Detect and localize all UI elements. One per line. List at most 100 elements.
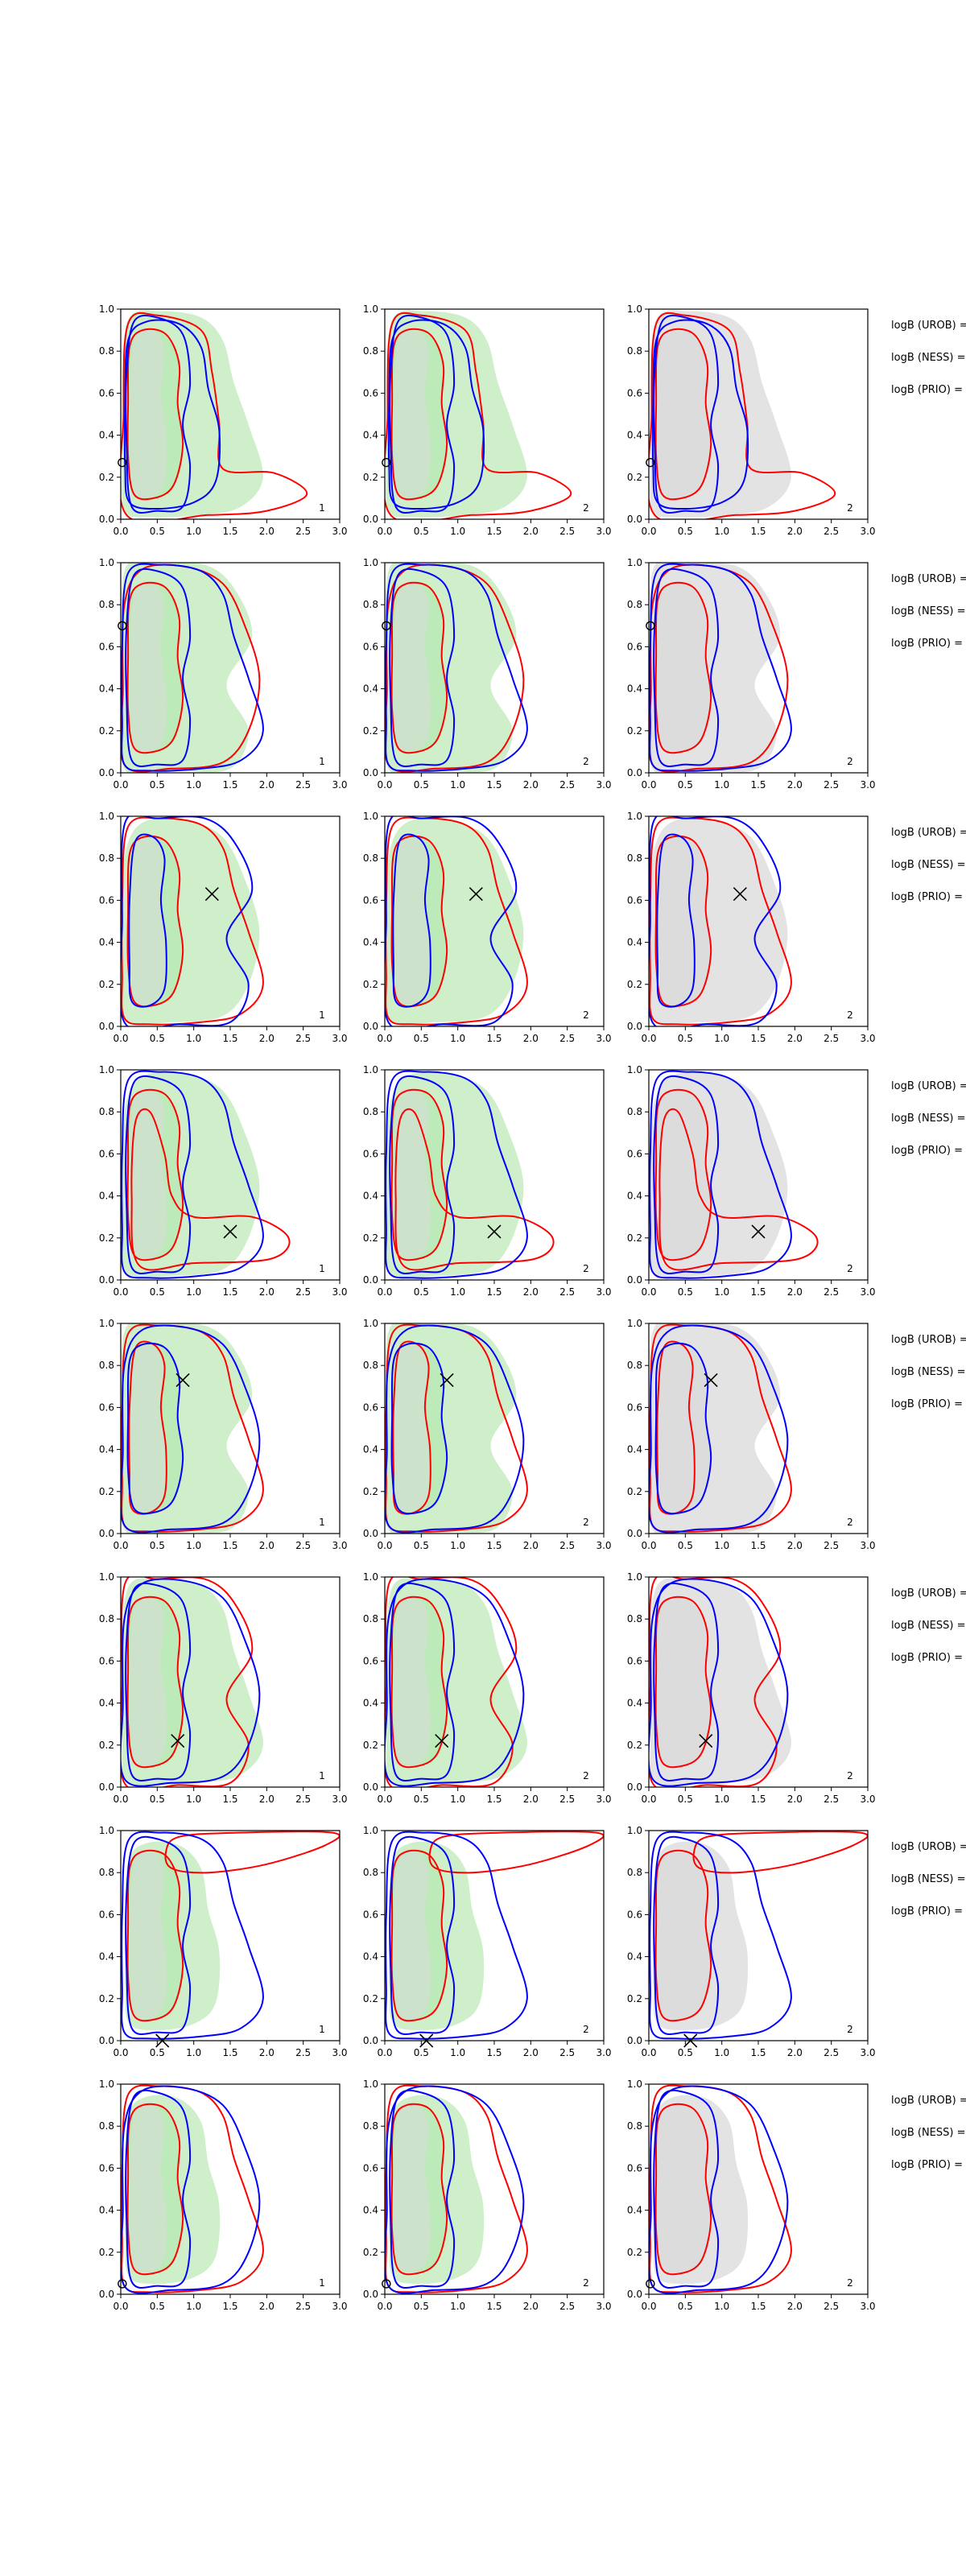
x-tick-label: 0.5 bbox=[678, 1286, 693, 1298]
grey-density-fill-inner bbox=[655, 1089, 712, 1261]
y-tick-label: 1.0 bbox=[627, 1571, 642, 1583]
y-tick-label: 0.2 bbox=[363, 979, 378, 990]
x-tick-label: 3.0 bbox=[860, 2047, 875, 2058]
x-tick-label: 1.5 bbox=[222, 1033, 237, 1044]
y-tick-label: 0.0 bbox=[363, 514, 378, 525]
x-tick-label: 3.0 bbox=[596, 1540, 611, 1551]
x-tick-label: 3.0 bbox=[332, 779, 347, 791]
y-tick-label: 1.0 bbox=[363, 1318, 378, 1329]
x-tick-label: 2.5 bbox=[295, 526, 311, 537]
y-tick-label: 0.4 bbox=[363, 1444, 378, 1455]
y-tick-label: 0.6 bbox=[627, 1402, 642, 1413]
y-tick-label: 0.0 bbox=[627, 1021, 642, 1032]
contour-group bbox=[649, 1323, 792, 1534]
y-tick-label: 0.2 bbox=[99, 1232, 114, 1244]
x-tick-label: 2.5 bbox=[824, 1540, 839, 1551]
blue-contour-inner bbox=[654, 1342, 712, 1515]
panel-r4-c3: 0.0 0.5 1.0 1.5 2.0 2.5 3.0 0.0 0.2 0.4 0.6 0.8 1.0 2 bbox=[627, 1064, 876, 1298]
x-tick-label: 2.0 bbox=[259, 1540, 275, 1551]
contour-group bbox=[649, 1831, 868, 2040]
panel-tag: 1 bbox=[319, 2277, 325, 2289]
x-tick-label: 2.0 bbox=[259, 1794, 275, 1805]
x-tick-label: 2.5 bbox=[824, 779, 839, 791]
x-tick-label: 0.5 bbox=[414, 2047, 429, 2058]
panel-r5-c2: 0.0 0.5 1.0 1.5 2.0 2.5 3.0 0.0 0.2 0.4 0.6 0.8 1.0 2 bbox=[363, 1318, 612, 1551]
y-tick-label: 0.4 bbox=[627, 1191, 642, 1202]
y-tick-label: 0.6 bbox=[363, 2162, 378, 2174]
y-tick-label: 1.0 bbox=[363, 557, 378, 568]
red-contour-inner bbox=[654, 1596, 712, 1769]
grey-density-fill-core bbox=[129, 834, 167, 1007]
grey-density-fill-core bbox=[393, 580, 431, 753]
x-tick-label: 2.5 bbox=[559, 1286, 575, 1298]
x-tick-label: 0.5 bbox=[150, 779, 165, 791]
blue-contour-inner bbox=[126, 1342, 184, 1515]
panel-tag: 2 bbox=[847, 1009, 853, 1021]
grey-density-fill-core bbox=[129, 1088, 167, 1261]
x-tick-label: 1.0 bbox=[186, 1540, 201, 1551]
panel-tag: 1 bbox=[319, 756, 325, 767]
blue-contour-inner bbox=[653, 568, 720, 768]
blue-contour-inner bbox=[389, 1582, 456, 1782]
x-tick-label: 0.5 bbox=[150, 2301, 165, 2312]
y-tick-label: 0.2 bbox=[99, 472, 114, 483]
y-tick-label: 0.6 bbox=[627, 387, 642, 398]
panel-r7-c2: 0.0 0.5 1.0 1.5 2.0 2.5 3.0 0.0 0.2 0.4 0.6 0.8 1.0 2 bbox=[363, 1825, 612, 2058]
y-tick-label: 0.0 bbox=[99, 2289, 114, 2300]
panel-tag: 2 bbox=[583, 1770, 589, 1781]
red-contour-inner bbox=[390, 1849, 448, 2022]
contour-group bbox=[385, 1831, 604, 2040]
red-contour-outer bbox=[394, 1108, 555, 1271]
grey-density-fill-core bbox=[129, 327, 167, 500]
x-tick-label: 1.0 bbox=[186, 1286, 201, 1298]
blue-contour-inner bbox=[389, 2089, 456, 2289]
x-marker bbox=[699, 1734, 713, 1748]
y-tick-label: 0.6 bbox=[363, 1402, 378, 1413]
panel-r7-c1: 0.0 0.5 1.0 1.5 2.0 2.5 3.0 0.0 0.2 0.4 0.6 0.8 1.0 1 bbox=[99, 1825, 348, 2058]
y-tick-label: 0.4 bbox=[363, 1698, 378, 1709]
y-tick-label: 1.0 bbox=[99, 2079, 114, 2090]
x-tick-label: 1.5 bbox=[222, 1540, 237, 1551]
x-tick-label: 0.5 bbox=[678, 526, 693, 537]
circle-marker bbox=[646, 457, 655, 468]
y-tick-label: 0.8 bbox=[627, 599, 642, 610]
panel-tag: 1 bbox=[319, 1009, 325, 1021]
blue-contour-outer bbox=[385, 1070, 528, 1279]
red-contour-outer bbox=[121, 1577, 254, 1787]
x-tick-label: 2.0 bbox=[259, 779, 275, 791]
x-tick-label: 1.0 bbox=[186, 779, 201, 791]
y-tick-label: 0.0 bbox=[363, 767, 378, 778]
y-tick-label: 0.6 bbox=[627, 1655, 642, 1666]
x-tick-label: 1.0 bbox=[714, 526, 729, 537]
y-tick-label: 0.6 bbox=[363, 1909, 378, 1920]
blue-contour-inner bbox=[656, 833, 696, 1008]
contour-group bbox=[385, 2084, 528, 2294]
blue-contour-outer bbox=[649, 1070, 792, 1279]
x-tick-label: 1.0 bbox=[714, 2301, 729, 2312]
blue-contour-inner bbox=[125, 1075, 192, 1275]
y-tick-label: 0.4 bbox=[363, 430, 378, 441]
x-tick-label: 1.0 bbox=[714, 2047, 729, 2058]
blue-contour-inner bbox=[390, 1342, 448, 1515]
y-tick-label: 0.2 bbox=[363, 2247, 378, 2258]
x-tick-label: 2.5 bbox=[824, 526, 839, 537]
x-tick-label: 2.5 bbox=[559, 526, 575, 537]
x-tick-label: 2.0 bbox=[259, 2301, 275, 2312]
x-tick-label: 1.0 bbox=[450, 2047, 465, 2058]
circle-marker bbox=[382, 2279, 391, 2289]
panel-r1-c3: 0.0 0.5 1.0 1.5 2.0 2.5 3.0 0.0 0.2 0.4 0.6 0.8 1.0 2 bbox=[627, 303, 876, 537]
grey-density-fill-core bbox=[129, 1848, 167, 2021]
y-tick-label: 0.4 bbox=[627, 1444, 642, 1455]
blue-contour-inner bbox=[389, 568, 456, 768]
x-tick-label: 0.0 bbox=[641, 779, 656, 791]
red-contour-inner bbox=[126, 1849, 184, 2022]
y-tick-label: 0.0 bbox=[99, 2035, 114, 2046]
blue-contour-outer bbox=[385, 1831, 528, 2040]
y-tick-label: 0.8 bbox=[627, 852, 642, 864]
y-tick-label: 0.4 bbox=[99, 430, 114, 441]
panel-tag: 2 bbox=[583, 2277, 589, 2289]
red-contour-inner bbox=[654, 2103, 712, 2276]
blue-contour-inner bbox=[392, 833, 431, 1008]
x-tick-label: 3.0 bbox=[860, 779, 875, 791]
